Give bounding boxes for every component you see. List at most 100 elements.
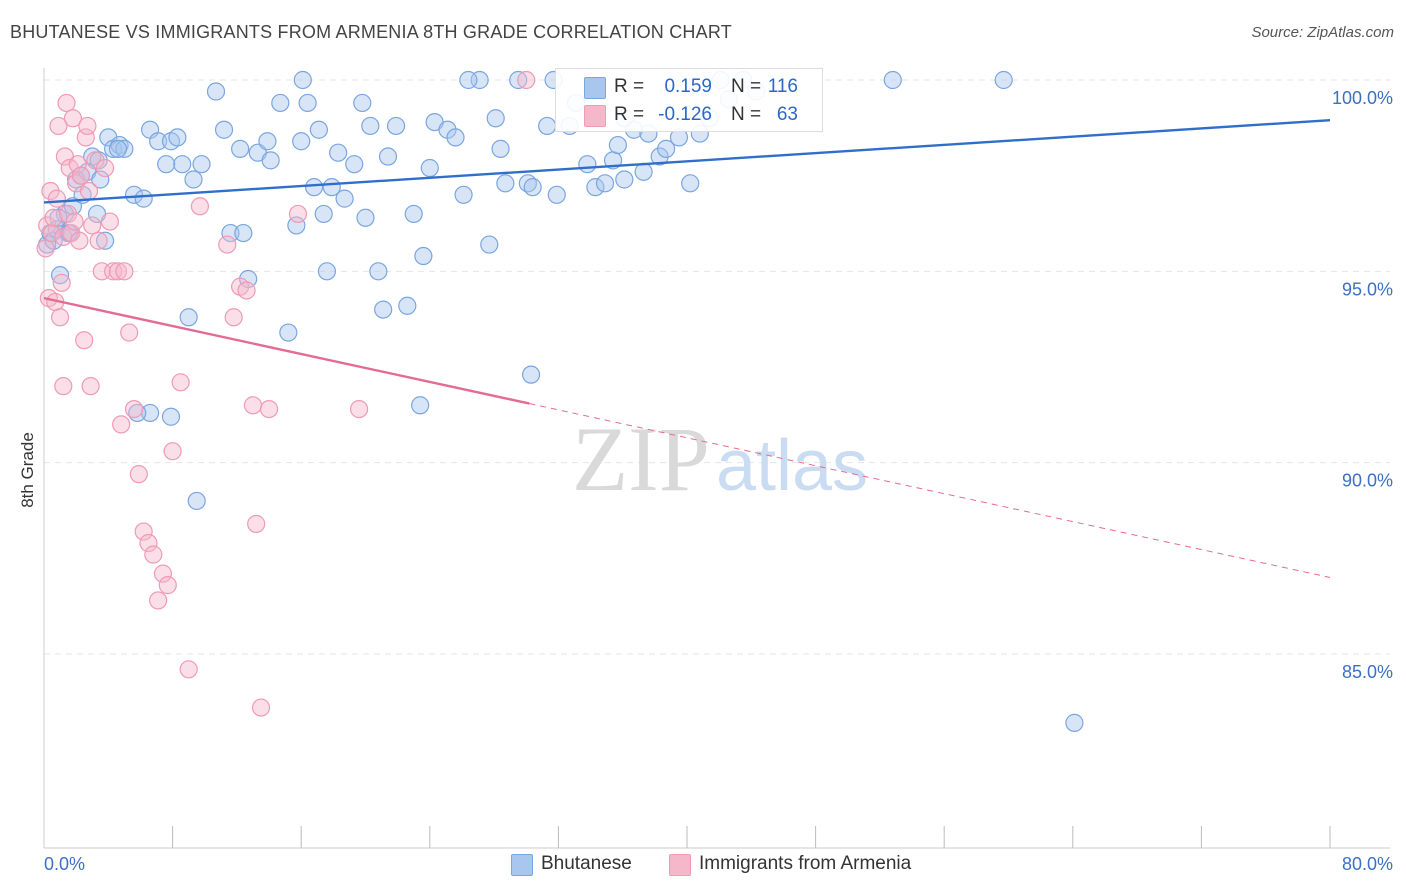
point-armenia — [120, 323, 139, 342]
series-armenia — [36, 70, 536, 717]
point-bhutanese — [108, 139, 128, 158]
point-bhutanese — [883, 70, 902, 90]
point-bhutanese — [192, 155, 211, 174]
trend-line-armenia — [43, 296, 530, 405]
point-bhutanese — [279, 323, 298, 342]
legend-swatch-armenia — [584, 105, 606, 127]
point-bhutanese — [261, 151, 280, 170]
point-bhutanese — [446, 128, 465, 147]
point-armenia — [179, 660, 198, 679]
point-bhutanese — [491, 139, 510, 158]
point-armenia — [71, 166, 91, 185]
y-tick-label: 100.0% — [1332, 88, 1393, 108]
point-bhutanese — [292, 132, 311, 151]
point-bhutanese — [608, 135, 627, 155]
point-bhutanese — [521, 365, 541, 384]
point-bhutanese — [634, 162, 653, 181]
point-armenia — [124, 399, 144, 419]
point-bhutanese — [486, 109, 505, 128]
point-bhutanese — [309, 120, 328, 139]
point-bhutanese — [234, 223, 253, 243]
point-bhutanese — [595, 174, 615, 193]
point-armenia — [243, 396, 263, 415]
point-armenia — [86, 151, 105, 170]
point-armenia — [79, 181, 99, 201]
point-bhutanese — [1065, 713, 1084, 732]
point-armenia — [237, 281, 256, 300]
point-armenia — [81, 377, 100, 396]
point-armenia — [129, 465, 148, 484]
point-bhutanese — [329, 143, 348, 162]
point-bhutanese — [258, 132, 277, 151]
point-armenia — [68, 155, 87, 174]
legend-r-label: R = — [614, 104, 645, 125]
point-bhutanese — [50, 266, 70, 285]
trend-line-armenia-extrapolated — [529, 403, 1331, 578]
point-bhutanese — [206, 82, 226, 101]
point-armenia — [89, 231, 108, 250]
point-armenia — [75, 331, 94, 350]
legend-label-bhutanese: Bhutanese — [541, 853, 632, 874]
source-label: Source: ZipAtlas.com — [1251, 24, 1394, 41]
point-armenia — [224, 308, 243, 327]
legend-r-value: 0.159 — [664, 76, 712, 97]
point-armenia — [171, 373, 190, 392]
point-armenia — [78, 116, 97, 136]
point-bhutanese — [547, 185, 566, 204]
point-bhutanese — [523, 178, 542, 197]
series-legend: Bhutanese Immigrants from Armenia — [0, 852, 1406, 878]
point-bhutanese — [398, 296, 417, 315]
point-armenia — [139, 533, 158, 553]
y-axis-title: 8th Grade — [18, 432, 37, 508]
axes — [43, 68, 1390, 849]
point-armenia — [50, 308, 70, 327]
point-bhutanese — [161, 407, 181, 426]
point-bhutanese — [91, 170, 110, 189]
point-armenia — [63, 109, 83, 128]
legend-n-value: 116 — [767, 76, 798, 97]
point-bhutanese — [293, 70, 312, 90]
legend-row-bhutanese: R = 0.159 N = 116 — [556, 73, 822, 101]
point-armenia — [149, 591, 168, 610]
gridlines — [44, 79, 1390, 655]
point-bhutanese — [179, 308, 198, 327]
point-armenia — [218, 235, 237, 254]
legend-r-value: -0.126 — [658, 104, 712, 125]
point-armenia — [144, 545, 163, 564]
point-armenia — [54, 377, 73, 396]
point-armenia — [158, 576, 177, 595]
point-bhutanese — [420, 158, 439, 178]
point-armenia — [83, 216, 102, 235]
point-bhutanese — [496, 174, 515, 193]
point-armenia — [100, 212, 120, 231]
watermark-atlas: atlas — [716, 426, 868, 506]
point-bhutanese — [369, 262, 388, 281]
point-armenia — [108, 262, 128, 281]
point-bhutanese — [356, 208, 375, 227]
point-bhutanese — [378, 147, 398, 166]
point-bhutanese — [157, 155, 176, 174]
point-armenia — [190, 197, 210, 216]
y-tick-label: 90.0% — [1342, 471, 1393, 491]
legend-n-value: 63 — [776, 104, 798, 125]
point-bhutanese — [681, 174, 700, 193]
point-armenia — [115, 262, 134, 281]
trend-line-bhutanese — [43, 118, 1331, 204]
point-bhutanese — [586, 178, 605, 197]
point-armenia — [42, 223, 62, 243]
correlation-legend: R = 0.159 N = 116 R = -0.126 N = 63 — [555, 68, 823, 132]
point-armenia — [57, 93, 76, 113]
point-bhutanese — [149, 132, 168, 151]
legend-swatch-bhutanese — [584, 77, 606, 99]
legend-label-armenia: Immigrants from Armenia — [699, 853, 912, 874]
y-tick-label: 95.0% — [1342, 279, 1393, 299]
point-bhutanese — [386, 116, 406, 136]
point-bhutanese — [538, 116, 557, 136]
point-armenia — [349, 399, 369, 419]
point-bhutanese — [353, 93, 372, 113]
point-bhutanese — [304, 178, 324, 197]
point-bhutanese — [271, 93, 290, 113]
point-bhutanese — [168, 128, 187, 147]
watermark: ZIPatlas — [572, 408, 868, 510]
point-bhutanese — [480, 235, 499, 254]
